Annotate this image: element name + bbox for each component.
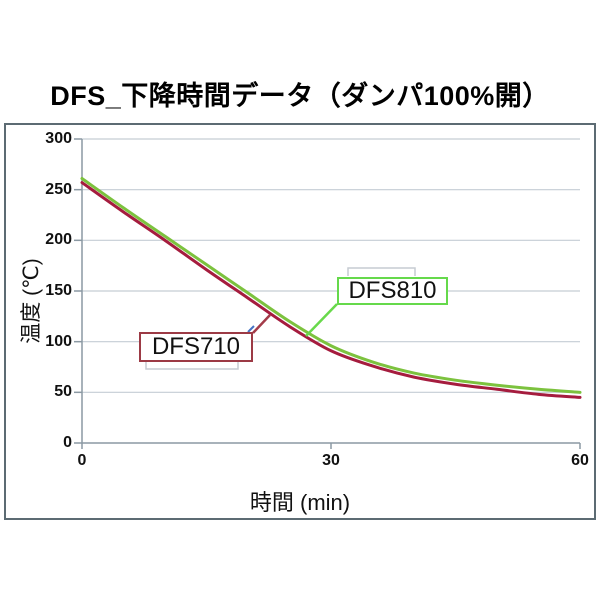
leader-dfs710 bbox=[252, 314, 271, 334]
y-tick-label: 0 bbox=[63, 434, 72, 451]
chart-title: DFS_下降時間データ（ダンパ100%開） bbox=[50, 81, 550, 111]
y-tick-label: 250 bbox=[45, 180, 72, 198]
bracket-dfs810 bbox=[347, 267, 416, 276]
series-callout-dfs710: DFS710 bbox=[139, 332, 253, 362]
leader-dfs810 bbox=[305, 303, 338, 337]
x-tick-label: 30 bbox=[322, 452, 340, 469]
x-tick-label: 0 bbox=[77, 452, 87, 469]
x-axis-label: 時間 (min) bbox=[249, 490, 351, 515]
series-callout-dfs810: DFS810 bbox=[337, 277, 448, 305]
bracket-dfs710 bbox=[145, 362, 239, 370]
x-tick-label: 60 bbox=[571, 452, 589, 469]
y-tick-label: 100 bbox=[45, 332, 72, 350]
y-tick-label: 150 bbox=[45, 282, 72, 299]
series-line-dfs810 bbox=[80, 177, 582, 394]
blue-mark bbox=[247, 325, 255, 333]
y-tick-label: 300 bbox=[45, 130, 72, 147]
series-line-dfs710 bbox=[80, 181, 582, 399]
y-axis-label: 温度 (℃) bbox=[20, 258, 43, 344]
y-tick-label: 200 bbox=[45, 231, 72, 249]
y-tick-label: 50 bbox=[54, 383, 72, 401]
